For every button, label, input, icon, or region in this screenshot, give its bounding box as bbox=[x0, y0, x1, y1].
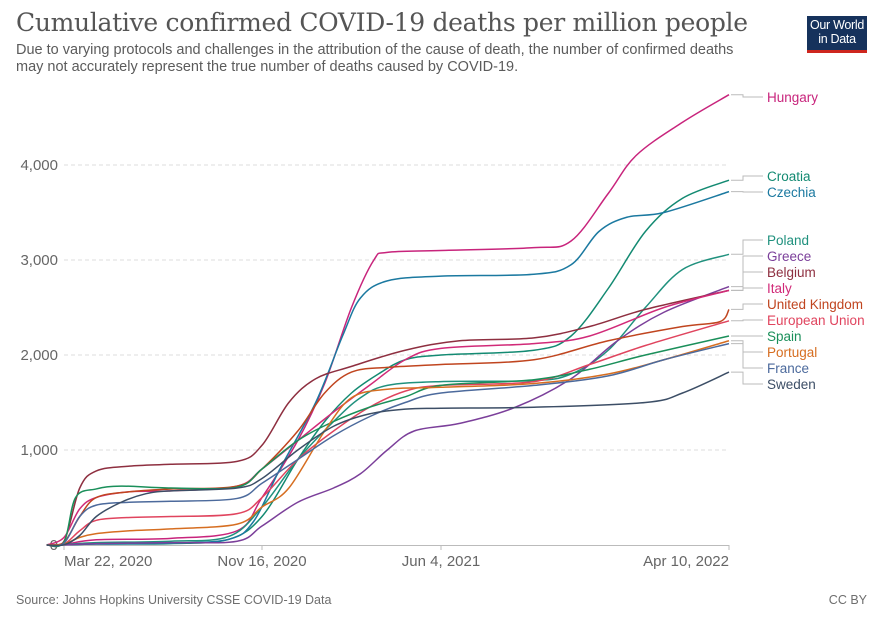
series-line-france[interactable] bbox=[46, 342, 730, 547]
chart-title: Cumulative confirmed COVID-19 deaths per… bbox=[16, 8, 748, 37]
label-leader-line bbox=[731, 343, 763, 369]
legend-label-portugal[interactable]: Portugal bbox=[767, 345, 817, 360]
label-leader-line bbox=[731, 340, 763, 353]
series-layer bbox=[46, 94, 730, 548]
label-leader-line bbox=[731, 239, 763, 255]
label-leader-line bbox=[731, 94, 763, 98]
legend-label-belgium[interactable]: Belgium bbox=[767, 265, 816, 280]
subtitle-line-1: Due to varying protocols and challenges … bbox=[16, 42, 734, 58]
y-tick-label: 1,000 bbox=[20, 442, 58, 459]
series-line-italy[interactable] bbox=[46, 289, 730, 546]
series-line-hungary[interactable] bbox=[46, 94, 730, 546]
label-leader-line bbox=[731, 175, 763, 181]
chart-subtitle: Due to varying protocols and challenges … bbox=[16, 42, 776, 76]
y-tick-label: 2,000 bbox=[20, 347, 58, 364]
x-tick-label: Jun 4, 2021 bbox=[402, 553, 480, 570]
label-leader-line bbox=[731, 319, 763, 322]
logo-line-2: in Data bbox=[818, 32, 856, 46]
x-tick-label: Nov 16, 2020 bbox=[217, 553, 306, 570]
legend-label-sweden[interactable]: Sweden bbox=[767, 377, 816, 392]
x-tick-label: Apr 10, 2022 bbox=[643, 553, 729, 570]
series-line-greece[interactable] bbox=[46, 285, 730, 546]
label-leader-line bbox=[731, 287, 763, 291]
label-leader-line bbox=[731, 371, 763, 385]
owid-logo[interactable]: Our World in Data bbox=[807, 16, 867, 53]
series-line-spain[interactable] bbox=[46, 335, 730, 548]
license-link[interactable]: CC BY bbox=[828, 593, 867, 607]
logo-line-1: Our World bbox=[809, 18, 865, 32]
legend-label-france[interactable]: France bbox=[767, 361, 809, 376]
y-tick-label: 4,000 bbox=[20, 157, 58, 174]
series-line-portugal[interactable] bbox=[46, 340, 730, 546]
series-line-belgium[interactable] bbox=[46, 289, 730, 548]
series-line-sweden[interactable] bbox=[46, 371, 730, 547]
legend-label-czechia[interactable]: Czechia bbox=[767, 185, 816, 200]
series-line-united-kingdom[interactable] bbox=[46, 308, 730, 546]
legend-label-european-union[interactable]: European Union bbox=[767, 313, 865, 328]
legend-label-hungary[interactable]: Hungary bbox=[767, 90, 818, 105]
legend-label-greece[interactable]: Greece bbox=[767, 249, 811, 264]
label-leader-line bbox=[731, 303, 763, 310]
y-tick-label: 3,000 bbox=[20, 252, 58, 269]
subtitle-line-2: may not accurately represent the true nu… bbox=[16, 59, 519, 75]
source-note[interactable]: Source: Johns Hopkins University CSSE CO… bbox=[16, 593, 332, 607]
legend-label-spain[interactable]: Spain bbox=[767, 329, 802, 344]
x-tick-label: Mar 22, 2020 bbox=[64, 553, 152, 570]
grid-layer bbox=[64, 164, 729, 451]
legend-label-croatia[interactable]: Croatia bbox=[767, 169, 811, 184]
legend-label-italy[interactable]: Italy bbox=[767, 281, 792, 296]
legend-label-united-kingdom[interactable]: United Kingdom bbox=[767, 297, 863, 312]
legend-label-poland[interactable]: Poland bbox=[767, 233, 809, 248]
label-leader-line bbox=[731, 255, 763, 288]
